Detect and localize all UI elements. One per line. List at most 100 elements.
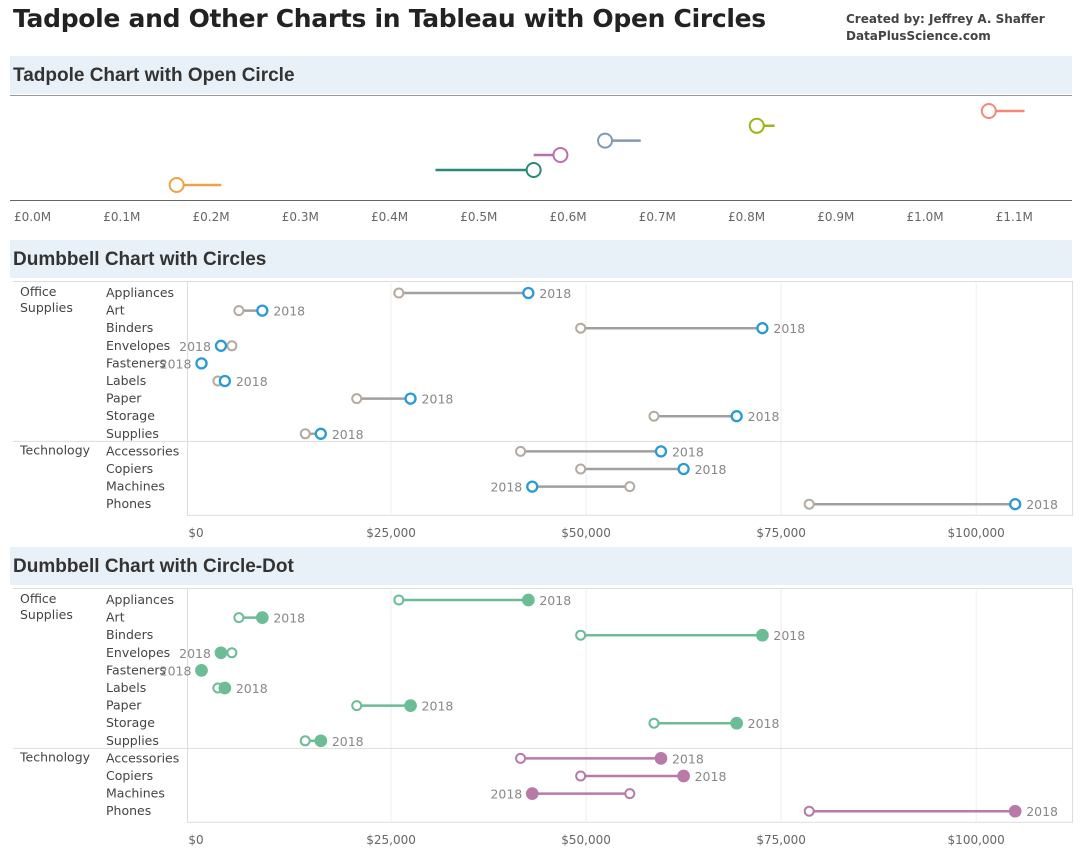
- end-point: [255, 611, 269, 624]
- dumbbell-circles-header: Dumbbell Chart with Circles: [10, 240, 1072, 278]
- end-point: [522, 286, 535, 300]
- year-label: 2018: [773, 321, 805, 336]
- row-label: Fasteners: [106, 355, 166, 370]
- start-point: [351, 393, 363, 405]
- end-point: [1008, 804, 1022, 818]
- tadpole-head-point: [168, 177, 185, 193]
- end-point: [214, 339, 228, 352]
- start-point: [648, 410, 660, 422]
- year-label: 2018: [539, 286, 571, 301]
- year-label: 2018: [490, 480, 522, 495]
- row-label: Binders: [106, 320, 153, 335]
- plot-frame: [187, 588, 1073, 823]
- row-label: Machines: [106, 479, 165, 494]
- x-tick-label: $50,000: [561, 833, 611, 847]
- x-tick-label: £1.1M: [996, 210, 1033, 224]
- row-label: Paper: [106, 391, 142, 406]
- row-label: Envelopes: [106, 645, 170, 660]
- start-point: [351, 700, 363, 712]
- x-tick-label: £0.2M: [193, 210, 230, 224]
- end-point: [218, 681, 232, 695]
- year-label: 2018: [695, 462, 727, 477]
- start-point: [226, 340, 238, 352]
- start-point: [803, 805, 815, 817]
- tadpole-head-point: [552, 147, 569, 163]
- end-point: [404, 699, 417, 712]
- x-tick-label: $100,000: [948, 833, 1005, 847]
- row-label: Labels: [106, 373, 146, 388]
- group-label: Technology: [19, 749, 91, 764]
- x-tick-label: £0.7M: [639, 210, 676, 224]
- row-label: Storage: [106, 408, 155, 423]
- end-point: [730, 716, 744, 730]
- x-tick-label: $50,000: [561, 526, 611, 540]
- start-point: [575, 322, 587, 334]
- row-label: Phones: [106, 496, 151, 511]
- start-point: [575, 770, 587, 782]
- x-tick-label: £0.0M: [14, 210, 51, 224]
- dumbbell-circles-chart: $0 $25,000 $50,000 $75,000 $100,000OfficeSup…: [13, 281, 1073, 540]
- start-point: [575, 629, 587, 641]
- end-point: [654, 445, 668, 458]
- tadpole-chart: £0.0M £0.1M £0.2M £0.3M £0.4M £0.5M £0.6M £0.7M…: [10, 95, 1072, 224]
- tadpole-head-point: [748, 117, 765, 134]
- row-label: Copiers: [106, 461, 153, 476]
- plot-frame: [187, 281, 1073, 516]
- start-point: [624, 788, 636, 800]
- year-label: 2018: [236, 374, 268, 389]
- end-point: [195, 664, 208, 677]
- end-point: [214, 646, 228, 660]
- year-label: 2018: [422, 392, 454, 407]
- end-point: [404, 392, 417, 405]
- start-point: [624, 481, 636, 493]
- start-point: [299, 428, 311, 440]
- year-label: 2018: [179, 646, 211, 661]
- year-label: 2018: [672, 751, 704, 766]
- row-label: Phones: [106, 803, 151, 818]
- x-tick-label: £0.9M: [817, 210, 854, 224]
- end-point: [756, 322, 769, 335]
- row-label: Labels: [106, 680, 146, 695]
- row-label: Art: [106, 610, 125, 625]
- end-point: [522, 593, 535, 607]
- tadpole-head-point: [597, 132, 614, 149]
- group-label: Office: [20, 591, 57, 606]
- row-label: Accessories: [106, 443, 179, 458]
- year-label: 2018: [236, 681, 268, 696]
- start-point: [393, 287, 405, 299]
- year-label: 2018: [160, 356, 192, 371]
- x-tick-label: £0.3M: [282, 210, 319, 224]
- year-label: 2018: [490, 787, 522, 802]
- end-point: [677, 462, 690, 476]
- year-label: 2018: [179, 339, 211, 354]
- x-tick-label: $25,000: [366, 833, 416, 847]
- group-label: Office: [20, 284, 57, 299]
- row-label: Copiers: [106, 768, 153, 783]
- x-tick-label: £0.1M: [103, 210, 140, 224]
- year-label: 2018: [273, 304, 305, 319]
- tadpole-chart-title: Tadpole Chart with Open Circle: [13, 65, 295, 86]
- row-label: Machines: [106, 786, 165, 801]
- group-label: Supplies: [20, 607, 73, 622]
- year-label: 2018: [748, 716, 780, 731]
- x-tick-label: £1.0M: [907, 210, 944, 224]
- year-label: 2018: [695, 769, 727, 784]
- end-point: [730, 410, 743, 423]
- end-point: [756, 628, 769, 642]
- page-title: Tadpole and Other Charts in Tableau with…: [13, 4, 766, 33]
- end-point: [526, 480, 539, 493]
- credit-author: Created by: Jeffrey A. Shaffer: [846, 12, 1045, 26]
- end-point: [314, 427, 327, 440]
- dumbbell-dot-header: Dumbbell Chart with Circle-Dot: [10, 547, 1072, 585]
- start-point: [575, 463, 587, 475]
- end-point: [314, 734, 328, 748]
- row-label: Supplies: [106, 426, 159, 441]
- row-label: Accessories: [106, 750, 179, 765]
- dumbbell-dot-title: Dumbbell Chart with Circle-Dot: [13, 556, 294, 577]
- start-point: [233, 612, 245, 624]
- x-tick-label: $0: [188, 526, 203, 540]
- x-tick-label: $25,000: [366, 526, 416, 540]
- x-tick-label: $100,000: [948, 526, 1005, 540]
- row-label: Envelopes: [106, 338, 170, 353]
- start-point: [648, 717, 660, 729]
